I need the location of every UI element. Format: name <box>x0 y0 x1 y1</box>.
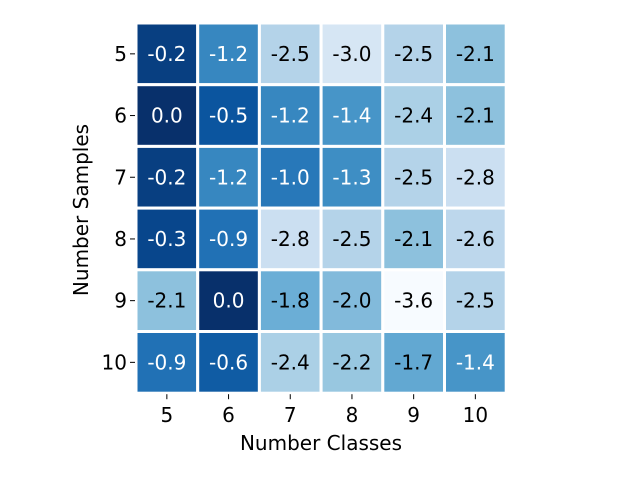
cell-value-label: -2.5 <box>456 289 495 313</box>
heatmap-cell <box>381 144 446 210</box>
cell-value-label: -0.6 <box>209 350 248 374</box>
heatmap-cell <box>381 206 446 272</box>
x-tick-label: 8 <box>346 403 359 427</box>
heatmap-cell <box>319 144 385 210</box>
cell-value-label: -2.1 <box>456 104 495 128</box>
heatmap-cell <box>257 268 323 333</box>
y-tick-label: 5 <box>114 42 127 66</box>
cell-value-label: -2.5 <box>394 42 433 66</box>
cell-value-label: -0.9 <box>209 227 248 251</box>
x-axis-ticks: 5 6 7 8 9 10 <box>160 394 488 427</box>
heatmap-cell <box>443 268 508 333</box>
cell-value-label: -0.2 <box>147 42 186 66</box>
cell-value-label: -0.9 <box>147 350 186 374</box>
cell-value-label: -1.7 <box>394 350 433 374</box>
cell-value-label: -0.3 <box>147 227 186 251</box>
cell-value-label: -3.0 <box>332 42 371 66</box>
y-axis-ticks: 5 6 7 8 9 10 <box>102 42 135 374</box>
y-tick-label: 10 <box>102 350 127 374</box>
cell-value-label: 0.0 <box>213 289 245 313</box>
x-tick-label: 10 <box>463 403 488 427</box>
cell-value-label: -1.2 <box>271 104 310 128</box>
cell-value-label: -2.4 <box>271 350 310 374</box>
x-tick-label: 5 <box>160 403 173 427</box>
heatmap-cell <box>134 330 200 395</box>
cell-value-label: -0.5 <box>209 104 248 128</box>
heatmap-cell <box>443 330 508 395</box>
heatmap-cell <box>196 83 261 148</box>
heatmap-cell <box>381 268 446 333</box>
cell-value-label: 0.0 <box>151 104 183 128</box>
y-tick-label: 7 <box>114 165 127 189</box>
cell-value-label: -2.1 <box>147 289 186 313</box>
y-tick-label: 9 <box>114 289 127 313</box>
cell-value-label: -1.3 <box>332 165 371 189</box>
heatmap-cell <box>196 206 261 272</box>
heatmap-cell <box>319 83 385 148</box>
cell-value-label: -0.2 <box>147 165 186 189</box>
heatmap-cell <box>319 330 385 395</box>
cell-value-label: -2.5 <box>394 165 433 189</box>
x-tick-label: 6 <box>222 403 235 427</box>
cell-value-label: -1.2 <box>209 42 248 66</box>
x-tick-label: 7 <box>284 403 297 427</box>
cell-value-label: -2.0 <box>332 289 371 313</box>
cell-value-label: -2.5 <box>332 227 371 251</box>
heatmap-cell <box>381 330 446 395</box>
cell-value-label: -2.4 <box>394 104 433 128</box>
x-tick-label: 9 <box>407 403 420 427</box>
heatmap-cell <box>443 21 508 87</box>
heatmap-cell <box>134 206 200 272</box>
y-tick-label: 6 <box>114 104 127 128</box>
heatmap-cell <box>443 206 508 272</box>
cell-value-label: -2.5 <box>271 42 310 66</box>
cell-value-label: -1.4 <box>332 104 371 128</box>
cell-value-label: -2.6 <box>456 227 495 251</box>
cell-value-label: -1.2 <box>209 165 248 189</box>
heatmap-cells: -0.2 -1.2 -2.5 -3.0 -2.5 -2.10.0 -0.5 -1.2 -1.4-… <box>134 21 508 395</box>
cell-value-label: -1.4 <box>456 350 495 374</box>
cell-value-label: -2.1 <box>394 227 433 251</box>
y-axis-label: Number Samples <box>69 124 93 296</box>
cell-value-label: -2.8 <box>271 227 310 251</box>
y-tick-label: 8 <box>114 227 127 251</box>
cell-value-label: -3.6 <box>394 289 433 313</box>
cell-value-label: -1.8 <box>271 289 310 313</box>
x-axis-label: Number Classes <box>240 431 402 455</box>
cell-value-label: -2.1 <box>456 42 495 66</box>
cell-value-label: -2.2 <box>332 350 371 374</box>
cell-value-label: -1.0 <box>271 165 310 189</box>
cell-value-label: -2.8 <box>456 165 495 189</box>
